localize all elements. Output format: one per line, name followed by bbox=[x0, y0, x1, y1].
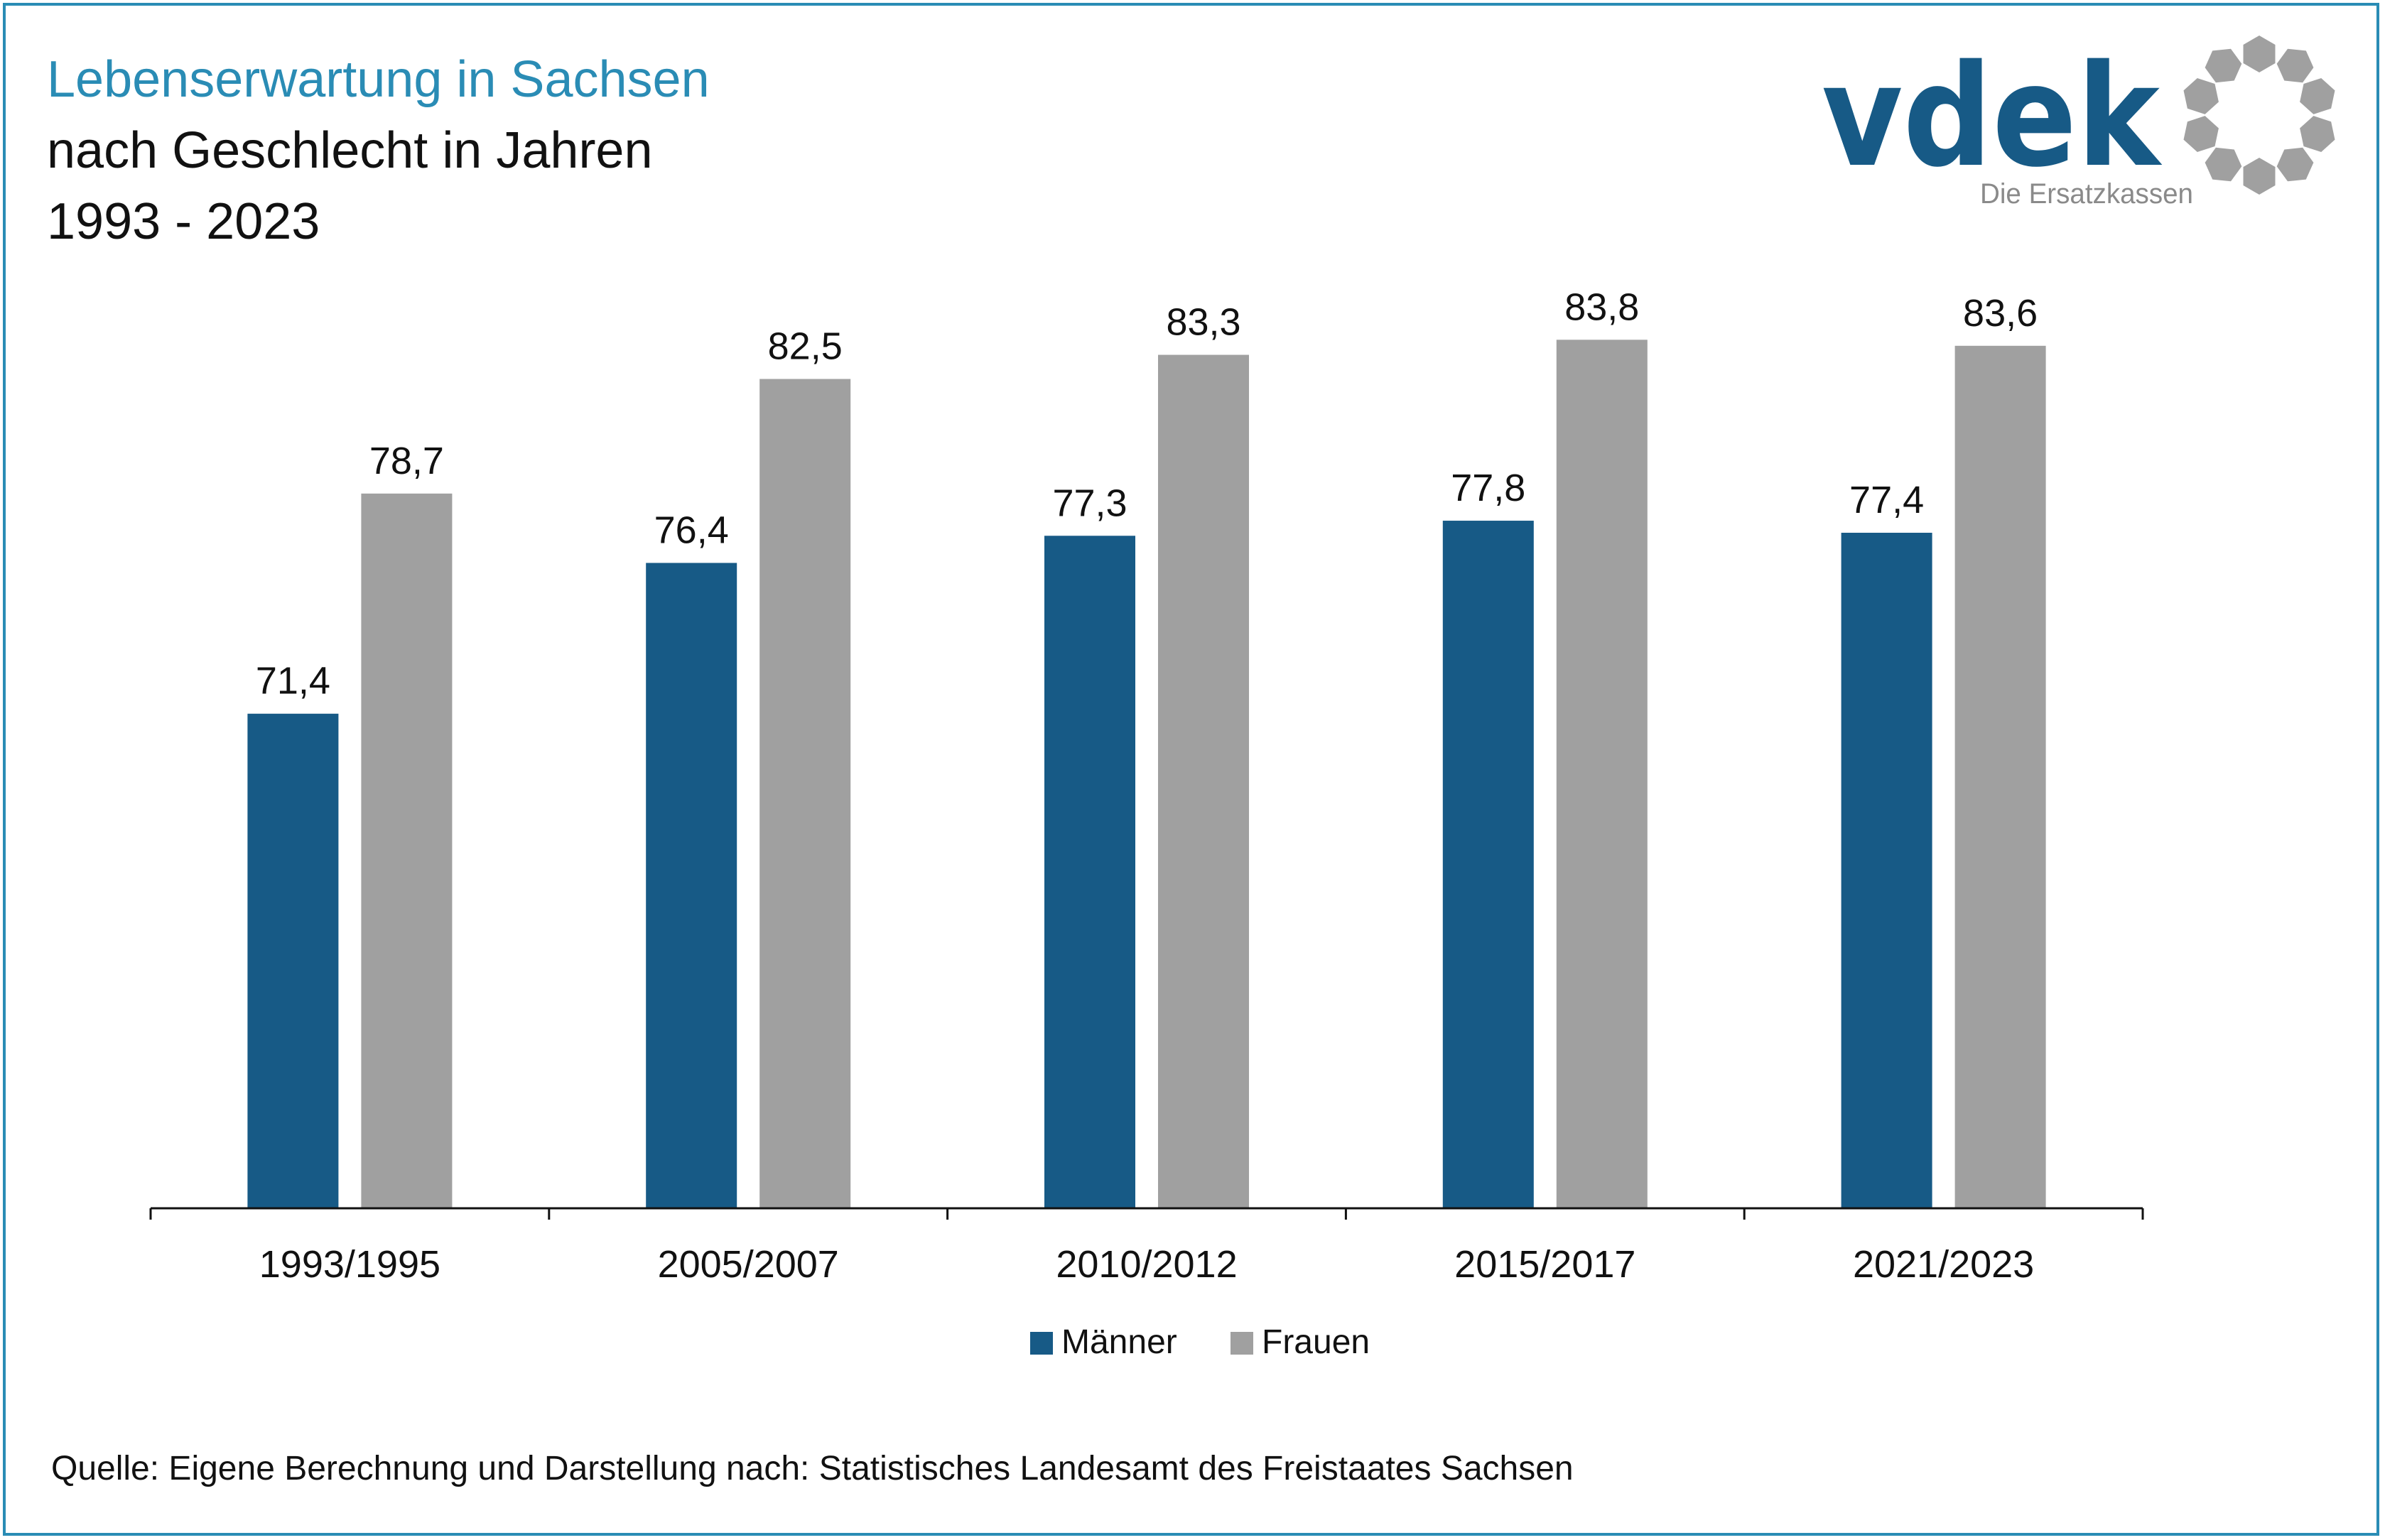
logo-ring-segment bbox=[2243, 36, 2276, 72]
logo-ring-segment bbox=[2276, 48, 2314, 83]
logo-ring-segment bbox=[2243, 158, 2276, 195]
logo-ring-segment bbox=[2183, 116, 2219, 152]
logo-ring-segment bbox=[2183, 78, 2219, 114]
x-tick-label: 2021/2023 bbox=[1853, 1243, 2034, 1286]
bar-frauen-2005/2007 bbox=[759, 379, 851, 1208]
logo-ring-icon bbox=[2183, 36, 2335, 195]
logo-wordmark: vdek bbox=[1822, 34, 2163, 198]
bar-männer-1993/1995 bbox=[247, 713, 339, 1208]
logo-ring-segment bbox=[2205, 147, 2242, 182]
data-label: 83,6 bbox=[1963, 292, 2038, 335]
chart-subtitle: nach Geschlecht in Jahren bbox=[47, 122, 653, 179]
chart-period: 1993 - 2023 bbox=[47, 193, 320, 250]
vdek-logo: vdek Die Ersatzkassen bbox=[1822, 34, 2335, 210]
data-label: 83,3 bbox=[1166, 301, 1240, 344]
bar-frauen-2021/2023 bbox=[1954, 345, 2046, 1208]
source-note: Quelle: Eigene Berechnung und Darstellun… bbox=[51, 1450, 1574, 1487]
data-label: 77,4 bbox=[1849, 479, 1924, 521]
legend-swatch bbox=[1030, 1332, 1053, 1355]
bar-frauen-1993/1995 bbox=[361, 493, 453, 1208]
x-tick-label: 2010/2012 bbox=[1056, 1243, 1237, 1286]
x-tick-label: 1993/1995 bbox=[259, 1243, 440, 1286]
logo-ring-segment bbox=[2300, 116, 2335, 152]
bar-männer-2005/2007 bbox=[646, 563, 737, 1208]
x-tick-label: 2005/2007 bbox=[658, 1243, 839, 1286]
logo-tagline: Die Ersatzkassen bbox=[1980, 178, 2193, 210]
data-label: 77,3 bbox=[1052, 482, 1127, 524]
data-label: 77,8 bbox=[1451, 467, 1525, 509]
bar-frauen-2015/2017 bbox=[1556, 340, 1648, 1208]
chart-title: Lebenserwartung in Sachsen bbox=[47, 51, 710, 108]
bar-männer-2015/2017 bbox=[1442, 521, 1534, 1208]
data-label: 71,4 bbox=[256, 660, 330, 703]
logo-ring-segment bbox=[2300, 78, 2335, 114]
data-label: 83,8 bbox=[1564, 286, 1639, 328]
data-label: 82,5 bbox=[768, 325, 843, 368]
x-tick-label: 2015/2017 bbox=[1454, 1243, 1635, 1286]
legend-label: Männer bbox=[1061, 1323, 1177, 1361]
bar-männer-2021/2023 bbox=[1841, 533, 1932, 1208]
legend-label: Frauen bbox=[1262, 1323, 1370, 1361]
bar-männer-2010/2012 bbox=[1044, 536, 1135, 1208]
logo-ring-segment bbox=[2276, 147, 2314, 182]
logo-ring-segment bbox=[2205, 48, 2242, 83]
bar-frauen-2010/2012 bbox=[1158, 354, 1249, 1208]
data-label: 78,7 bbox=[369, 440, 444, 482]
data-label: 76,4 bbox=[654, 509, 729, 551]
legend-swatch bbox=[1231, 1332, 1253, 1355]
